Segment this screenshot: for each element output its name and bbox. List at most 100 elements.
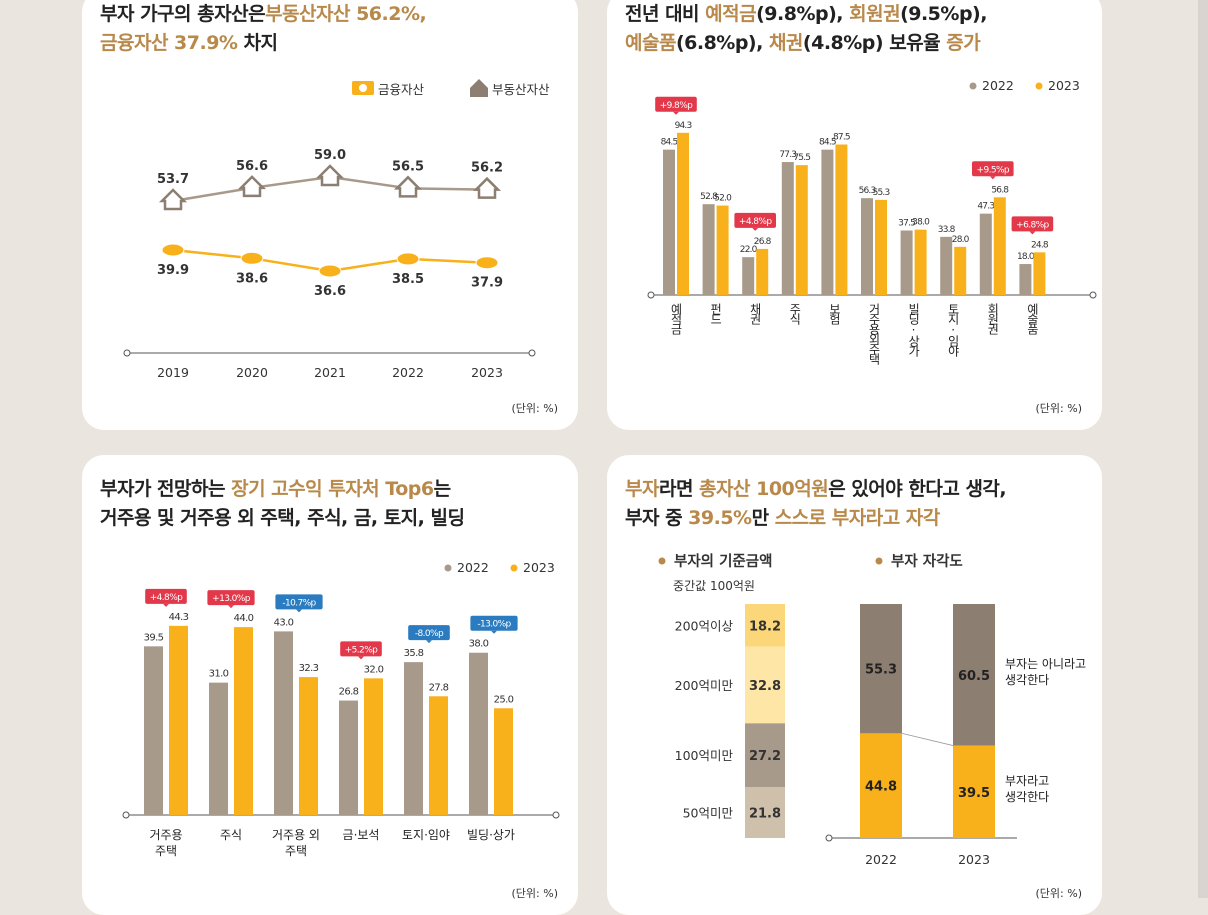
- title-segment: 거주용 및 거주용 외 주택, 주식, 금, 토지, 빌딩: [100, 507, 465, 529]
- data-label: 39.9: [157, 263, 189, 278]
- data-label: 32.0: [364, 664, 384, 675]
- category-label: 토지·임야: [946, 303, 961, 355]
- bar-2022: [663, 149, 675, 295]
- change-badge: [972, 161, 1014, 177]
- bar-not-rich: [860, 604, 902, 734]
- title-segment: 채권: [768, 32, 803, 54]
- data-label: 35.8: [404, 648, 424, 659]
- median-label: 중간값 100억원: [673, 579, 755, 593]
- legend-dot: [1035, 82, 1043, 90]
- title-segment: 금융자산 37.9%: [100, 32, 238, 54]
- title-segment: 예적금: [705, 3, 757, 25]
- house-icon: [470, 79, 488, 97]
- bar-2023: [494, 708, 513, 815]
- badge-label: +6.8%p: [1016, 220, 1049, 230]
- data-label: 18.2: [749, 619, 781, 634]
- stack-segment: [745, 604, 785, 647]
- axis-end: [647, 291, 655, 299]
- data-label: 33.8: [938, 225, 956, 235]
- title-segment: 부동산자산 56.2%,: [265, 3, 427, 25]
- title-segment: 부자 중: [625, 507, 689, 529]
- chart-svg: 2022 2023 39.5 44.3 +4.8%p 31.0 44.0 +13.0%p 43.…: [122, 560, 560, 819]
- bar-2023: [299, 677, 318, 815]
- data-label: 32.8: [749, 679, 781, 694]
- badge-label: +4.8%p: [739, 217, 772, 227]
- x-tick-label: 2022: [865, 852, 897, 867]
- x-tick-label: 2023: [471, 365, 503, 380]
- bar-2023: [429, 696, 448, 815]
- category-label: 예적금: [669, 303, 683, 333]
- axis-end: [122, 811, 130, 819]
- x-tick-label: 2019: [157, 365, 189, 380]
- stack-segment: [745, 723, 785, 787]
- title-segment: 부자 가구의 총자산은: [100, 3, 266, 25]
- data-label: 37.5: [898, 219, 915, 229]
- bar-2023: [875, 199, 887, 295]
- coin-marker: [240, 251, 264, 265]
- unit-label: (단위: %): [511, 887, 558, 900]
- bar-2023: [954, 246, 967, 295]
- data-label: 22.0: [740, 245, 758, 255]
- legend-dot: [444, 564, 452, 572]
- card-holding-rate: 전년 대비 예적금(9.8%p), 회원권(9.5%p), 예술품(6.8%p),…: [607, 0, 1102, 430]
- title-line: 부자 가구의 총자산은부동산자산 56.2%,: [100, 0, 427, 29]
- house-marker: [237, 175, 267, 198]
- bar-2022: [404, 662, 423, 815]
- house-marker: [393, 175, 423, 198]
- connector-line: [901, 733, 954, 746]
- chart-title: 부자 가구의 총자산은부동산자산 56.2%, 금융자산 37.9% 차지: [100, 0, 427, 58]
- data-label: 55.3: [873, 188, 890, 198]
- badge-label: +13.0%p: [212, 594, 251, 604]
- data-label: 32.3: [299, 663, 319, 674]
- data-label: 60.5: [958, 669, 990, 684]
- unit-label: (단위: %): [511, 402, 558, 415]
- bar-2022: [900, 230, 913, 295]
- data-label: 39.5: [144, 632, 164, 643]
- data-label: 28.0: [952, 235, 970, 245]
- title-segment: 는: [433, 478, 451, 500]
- legend-label: 금융자산: [378, 82, 425, 97]
- bar-rich: [953, 745, 995, 838]
- category-label: 펀드: [708, 303, 723, 323]
- bar-2023: [993, 197, 1006, 295]
- badge-label: +4.8%p: [150, 593, 183, 603]
- card-longterm-investment: 부자가 전망하는 장기 고수익 투자처 Top6는 거주용 및 거주용 외 주택,…: [82, 455, 578, 915]
- title-segment: 차지: [237, 32, 278, 54]
- data-label: 38.0: [912, 218, 930, 228]
- category-label: 채권: [748, 303, 763, 323]
- bar-2022: [861, 198, 873, 295]
- data-label: 47.3: [977, 202, 994, 212]
- data-label: 27.8: [429, 682, 449, 693]
- category-label: 빌딩·상가: [467, 828, 515, 842]
- x-tick-label: 2021: [314, 365, 346, 380]
- bar-rich: [860, 733, 902, 838]
- change-badge: [408, 625, 450, 641]
- data-label: 31.0: [209, 669, 229, 680]
- bar-2023: [234, 627, 253, 815]
- bar-2022: [781, 162, 794, 295]
- badge-label: +9.5%p: [977, 165, 1010, 175]
- bar-2023: [795, 165, 808, 295]
- chart-title: 부자라면 총자산 100억원은 있어야 한다고 생각, 부자 중 39.5%만 스…: [625, 475, 1007, 533]
- data-label: 38.6: [236, 271, 268, 286]
- badge-label: -8.0%p: [415, 629, 444, 639]
- change-badge: [470, 615, 518, 631]
- data-label: 53.7: [157, 172, 189, 187]
- badge-pointer: [989, 176, 996, 180]
- legend-dot: [510, 564, 518, 572]
- title-segment: 장기 고수익 투자처 Top6: [231, 478, 434, 500]
- data-label: 27.2: [749, 749, 781, 764]
- legend-label: 2022: [982, 78, 1014, 93]
- title-line: 부자라면 총자산 100억원은 있어야 한다고 생각,: [625, 475, 1007, 504]
- badge-pointer: [752, 227, 759, 231]
- change-badge: [145, 588, 187, 604]
- stack-segment: [745, 646, 785, 724]
- card-rich-criteria: 부자라면 총자산 100억원은 있어야 한다고 생각, 부자 중 39.5%만 스…: [607, 455, 1102, 915]
- title-segment: 증가: [946, 32, 981, 54]
- title-line: 부자 중 39.5%만 스스로 부자라고 자각: [625, 504, 1006, 533]
- title-segment: (6.8%p),: [675, 32, 769, 54]
- badge-pointer: [1029, 231, 1036, 235]
- data-label: 84.5: [819, 138, 836, 148]
- bar-2022: [469, 652, 488, 815]
- change-badge: [275, 594, 323, 610]
